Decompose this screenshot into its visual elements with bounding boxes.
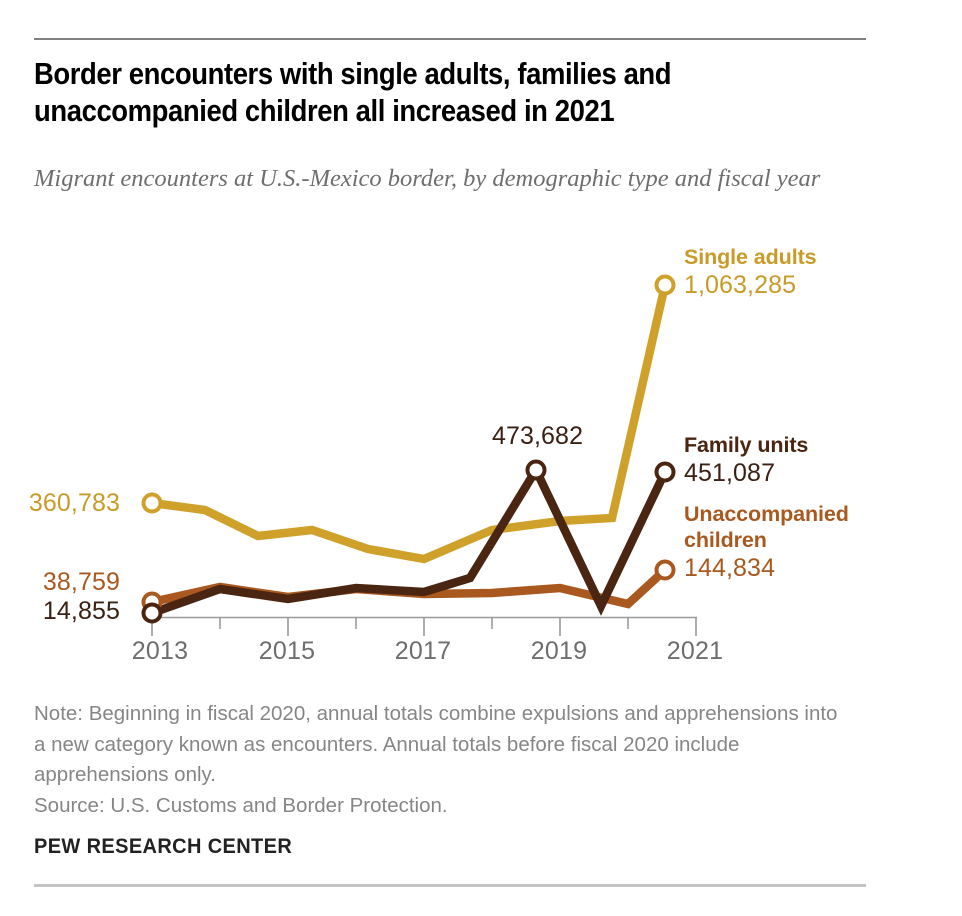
marker-single-adults-2021 [654, 274, 676, 296]
marker-family-units-2021 [654, 461, 676, 483]
series-label-unaccompanied-children-value: 144,834 [684, 554, 776, 582]
data-point-markers [141, 274, 676, 624]
page-title: Border encounters with single adults, fa… [34, 57, 672, 128]
series-label-family-units-name: Family units [684, 433, 809, 457]
chart-plot-area [141, 274, 697, 636]
x-axis-ticks [151, 617, 697, 636]
series-line-single-adults [151, 284, 670, 564]
x-tick-label-2013: 2013 [131, 637, 189, 665]
line-chart-svg [141, 274, 697, 636]
x-tick-label-2019: 2019 [530, 637, 588, 665]
value-label-single-adults-2013-text: 360,783 [28, 489, 120, 517]
chart-subtitle: Migrant encounters at U.S.-Mexico border… [34, 165, 821, 192]
series-label-unaccompanied-children: Unaccompanied children 144,834 [684, 501, 849, 583]
series-label-family-units: Family units 451,087 [684, 432, 808, 488]
marker-family-units-2019-peak [525, 459, 547, 481]
marker-unaccompanied-children-2021 [654, 559, 676, 581]
x-tick-label-2021: 2021 [666, 637, 724, 665]
value-label-unaccompanied-children-2013: 38,759 [0, 567, 120, 597]
chart-note: Note: Beginning in fiscal 2020, annual t… [34, 702, 838, 786]
value-label-family-units-2019: 473,682 [492, 421, 583, 451]
value-label-unaccompanied-children-2013-text: 38,759 [42, 568, 120, 596]
series-label-unaccompanied-children-name-line1: Unaccompanied [684, 502, 849, 526]
value-label-family-units-2013: 14,855 [0, 596, 120, 626]
marker-single-adults-2013 [141, 492, 163, 514]
marker-family-units-2013 [141, 602, 163, 624]
chart-source: Source: U.S. Customs and Border Protecti… [34, 794, 448, 817]
series-line-family-units [150, 461, 669, 618]
value-label-single-adults-2013: 360,783 [0, 488, 120, 518]
bottom-divider-rule [34, 884, 866, 887]
series-label-unaccompanied-children-name-line2: children [684, 528, 767, 552]
series-label-family-units-value: 451,087 [684, 459, 776, 487]
series-label-single-adults: Single adults 1,063,285 [684, 244, 817, 300]
series-label-single-adults-value: 1,063,285 [684, 271, 797, 299]
value-label-family-units-2019-text: 473,682 [492, 422, 584, 450]
value-label-family-units-2013-text: 14,855 [42, 597, 120, 625]
top-divider-rule [34, 38, 866, 40]
series-label-single-adults-name: Single adults [684, 245, 817, 269]
x-tick-label-2015: 2015 [258, 637, 316, 665]
brand-name: PEW RESEARCH CENTER [34, 834, 293, 858]
x-tick-label-2017: 2017 [394, 637, 452, 665]
